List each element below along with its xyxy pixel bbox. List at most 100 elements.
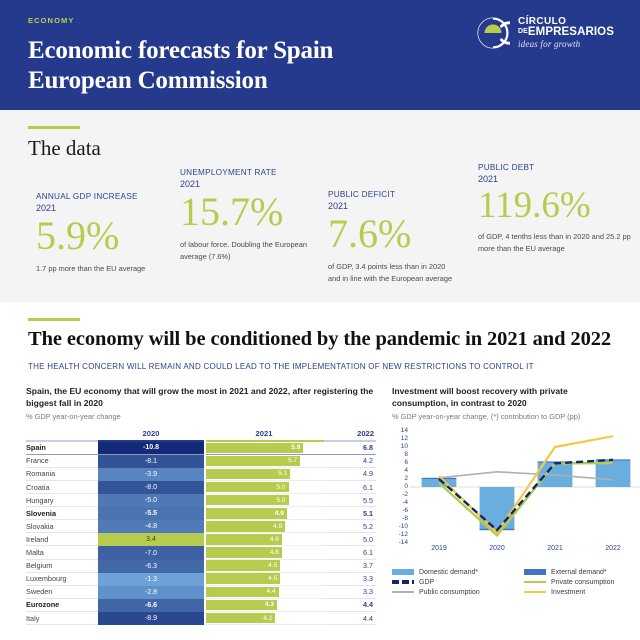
cell-2020: -8.1 [98, 454, 204, 468]
page-header: ECONOMY Economic forecasts for Spain Eur… [0, 0, 640, 110]
page-title: Economic forecasts for Spain European Co… [28, 36, 612, 95]
stat-group: ANNUAL GDP INCREASE 2021 5.9% 1.7 pp mor… [28, 161, 631, 311]
cell-2020: -1.3 [98, 572, 204, 586]
bar-2021: 5.0 [206, 481, 289, 493]
stat-note: of labour force. Doubling the European a… [180, 239, 307, 261]
cell-country: Eurozone [26, 599, 98, 612]
cell-2022: 3.3 [324, 586, 376, 599]
y-tick-label: -8 [402, 514, 408, 522]
table-row: Spain -10.8 5.9 6.8 [26, 441, 376, 455]
bar-2021: 4.9 [206, 508, 287, 519]
col-header-2020: 2020 [142, 428, 160, 438]
y-axis-ticks: 14 12 10 8 6 4 2 0 -2 -4 -6 -8 -10 -12 -14 [392, 426, 408, 545]
cell-country: Romania [26, 468, 98, 482]
bar-2021: 5.9 [206, 442, 304, 454]
table-row: Romania -3.9 5.1 4.9 [26, 467, 376, 482]
legend-item: Investment [524, 589, 618, 596]
y-tick-label: -4 [402, 498, 408, 506]
bar-2021: 5.7 [206, 455, 301, 467]
line-gdp [438, 458, 614, 532]
table-row: Slovenia -5.5 4.9 5.1 [26, 507, 376, 521]
logo-line2: DEEMPRESARIOS [517, 26, 614, 39]
cell-2021: 5.0 [206, 481, 324, 495]
section-rule [28, 126, 80, 129]
table-header-rules [26, 439, 376, 442]
bar-external-demand [537, 461, 573, 463]
brand-logo: CÍRCULO DEEMPRESARIOS ideas for growth [476, 16, 614, 50]
stat-note: of GDP, 3.4 points less than in 2020 and… [328, 261, 453, 283]
legend-item: Private consumption [524, 579, 618, 586]
cell-2022: 4.9 [324, 468, 376, 482]
bar-2021: 4.6 [206, 534, 282, 545]
legend-label: Investment [551, 588, 586, 596]
cell-2021: 4.5 [206, 560, 324, 573]
cell-2022: 6.1 [324, 481, 376, 495]
table-row: Sweden -2.8 4.4 3.3 [26, 585, 376, 599]
stat-year: 2021 [36, 202, 57, 213]
stat-value: 5.9% [36, 212, 120, 258]
x-tick-label: 2020 [489, 544, 505, 552]
legend-item: External demand* [524, 569, 618, 576]
logo-line2-main: EMPRESARIOS [527, 26, 614, 39]
page-title-line1: Economic forecasts for Spain [28, 37, 334, 64]
stat-value: 7.6% [328, 210, 412, 256]
table-row: Belgium -6.3 4.5 3.7 [26, 559, 376, 573]
y-tick-label: -12 [398, 530, 408, 538]
cell-2021: 4.9 [206, 507, 324, 521]
legend-swatch [524, 591, 546, 594]
table-row: Malta -7.0 4.6 6.1 [26, 546, 376, 560]
bar-domestic-demand [595, 460, 631, 487]
y-tick-label: 14 [400, 426, 408, 434]
table-row: Italy -8.9 4.2 4.4 [26, 611, 376, 626]
category-eyebrow: ECONOMY [28, 16, 75, 25]
logo-tagline: ideas for growth [517, 38, 581, 49]
stat-label: UNEMPLOYMENT RATE [180, 168, 277, 177]
bar-2021: 5.0 [206, 494, 289, 506]
legend-label: Private consumption [551, 578, 615, 586]
legend-label: Domestic demand* [419, 568, 479, 576]
stat-note: of GDP, 4 tenths less than in 2020 and 2… [478, 231, 631, 253]
table-row: Slovakia -4.8 4.8 5.2 [26, 520, 376, 534]
cell-2020: -10.8 [98, 441, 204, 455]
left-chart-title: Spain, the EU economy that will grow the… [26, 385, 374, 409]
left-chart-subtitle: % GDP year-on-year change [26, 411, 121, 421]
legend-swatch [392, 591, 414, 594]
y-tick-label: -2 [402, 490, 408, 498]
cell-2022: 5.0 [324, 533, 376, 547]
cell-2021: 4.6 [206, 546, 324, 560]
y-tick-label: 6 [404, 458, 408, 466]
bar-2021: 4.4 [206, 586, 279, 598]
stat-value: 15.7% [180, 188, 284, 234]
data-section-title: The data [28, 136, 101, 160]
table-row: Eurozone -6.6 4.3 4.4 [26, 598, 376, 612]
logo-line2-small: DE [517, 28, 528, 36]
cell-2022: 6.8 [324, 442, 376, 455]
cell-country: Slovenia [26, 507, 98, 521]
stat-note: 1.7 pp more than the EU average [36, 263, 146, 273]
cell-2021: 4.2 [206, 612, 324, 626]
table-row: Croatia -8.0 5.0 6.1 [26, 481, 376, 495]
x-axis-ticks: 2019 2020 2021 2022 [410, 545, 640, 552]
investment-chart: 14 12 10 8 6 4 2 0 -2 -4 -6 -8 -10 -12 -14 2019 2020 202… [392, 426, 640, 552]
legend-swatch [392, 580, 414, 585]
cell-2021: 4.5 [206, 573, 324, 586]
main-headline-section: The economy will be conditioned by the p… [0, 302, 640, 371]
y-tick-label: -14 [398, 538, 408, 546]
stat-value: 119.6% [478, 184, 591, 226]
cell-2021: 4.8 [206, 520, 324, 534]
legend-swatch [524, 569, 546, 576]
x-tick-label: 2022 [605, 544, 621, 552]
cell-country: Italy [26, 612, 98, 626]
bar-external-demand [421, 477, 457, 479]
line-private-consumption [438, 461, 614, 537]
bar-2021: 4.6 [206, 547, 282, 558]
col-header-2022: 2022 [357, 428, 374, 438]
cell-2021: 5.7 [206, 455, 324, 468]
cell-2020: -7.0 [98, 546, 204, 560]
cell-2020: -2.8 [98, 585, 204, 599]
rule-2021 [206, 439, 324, 442]
stat-public-deficit: PUBLIC DEFICIT 2021 7.6% of GDP, 3.4 poi… [328, 189, 458, 285]
main-headline: The economy will be conditioned by the p… [28, 328, 612, 350]
col-header-2021: 2021 [255, 428, 273, 438]
